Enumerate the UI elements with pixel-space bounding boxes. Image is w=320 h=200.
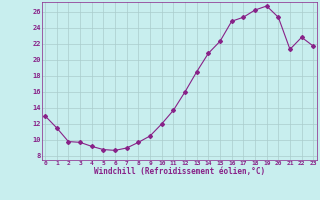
X-axis label: Windchill (Refroidissement éolien,°C): Windchill (Refroidissement éolien,°C) xyxy=(94,167,265,176)
